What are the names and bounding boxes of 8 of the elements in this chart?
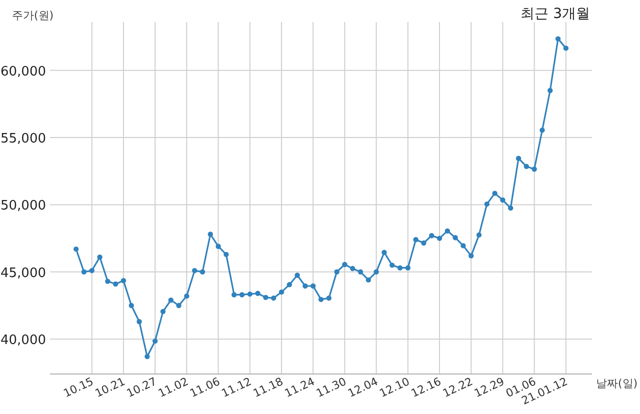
y-tick-label: 50,000 — [0, 198, 46, 214]
y-tick-label: 45,000 — [0, 266, 46, 281]
y-tick-label: 60,000 — [0, 64, 46, 80]
y-axis-title: 주가(원) — [12, 9, 54, 22]
chart-title: 최근 3개월 — [520, 6, 590, 22]
y-tick-label: 55,000 — [0, 132, 46, 147]
y-tick-label: 40,000 — [0, 333, 46, 348]
x-axis-title: 날짜(일) — [596, 377, 638, 390]
